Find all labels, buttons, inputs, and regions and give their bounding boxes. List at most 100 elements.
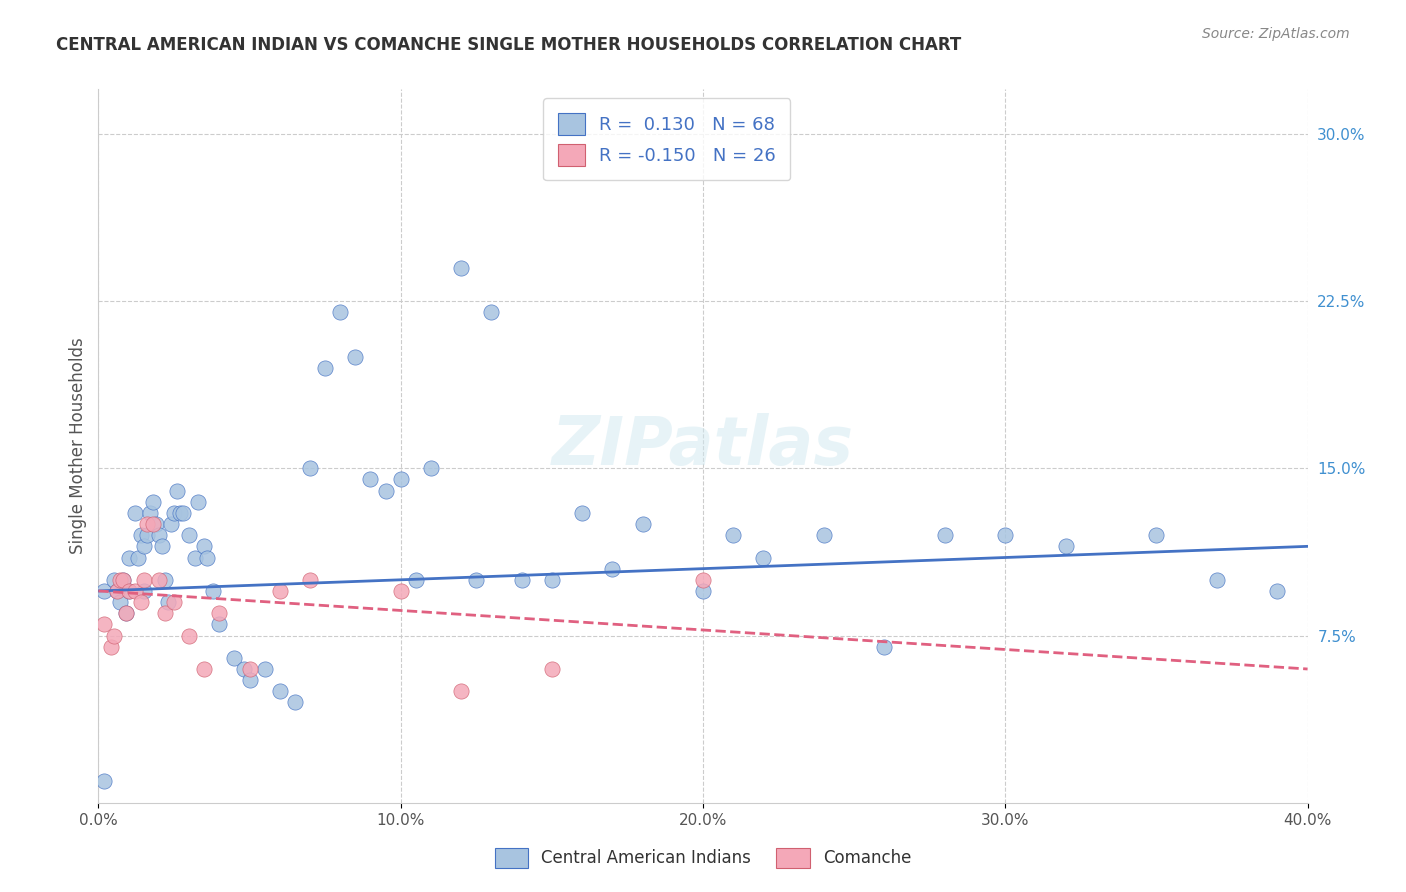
Point: [163, 595, 186, 609]
Point: [135, 528, 157, 542]
Point: [114, 607, 136, 621]
Text: ZIPatlas: ZIPatlas: [553, 413, 853, 479]
Point: [118, 550, 141, 565]
Point: [202, 583, 225, 598]
Text: CENTRAL AMERICAN INDIAN VS COMANCHE SINGLE MOTHER HOUSEHOLDS CORRELATION CHART: CENTRAL AMERICAN INDIAN VS COMANCHE SING…: [56, 36, 962, 54]
Point: [105, 583, 128, 598]
Point: [232, 662, 254, 676]
Point: [389, 473, 412, 487]
Point: [602, 562, 624, 576]
Point: [239, 673, 262, 687]
Point: [540, 662, 562, 676]
Point: [179, 528, 201, 542]
Point: [163, 506, 186, 520]
Point: [111, 573, 134, 587]
Point: [269, 583, 291, 598]
Point: [510, 573, 533, 587]
Point: [269, 684, 291, 698]
Point: [129, 528, 152, 542]
Point: [179, 628, 201, 642]
Point: [224, 651, 246, 665]
Point: [239, 662, 262, 676]
Point: [93, 773, 115, 788]
Y-axis label: Single Mother Households: Single Mother Households: [69, 338, 87, 554]
Point: [540, 573, 562, 587]
Point: [187, 494, 209, 508]
Point: [93, 617, 115, 632]
Point: [184, 550, 207, 565]
Point: [284, 696, 307, 710]
Point: [465, 573, 488, 587]
Point: [208, 607, 231, 621]
Point: [193, 662, 215, 676]
Point: [450, 260, 472, 275]
Point: [873, 640, 896, 654]
Point: [118, 583, 141, 598]
Point: [105, 583, 128, 598]
Point: [571, 506, 593, 520]
Point: [405, 573, 427, 587]
Point: [374, 483, 396, 498]
Point: [329, 305, 352, 319]
Point: [692, 573, 714, 587]
Legend: Central American Indians, Comanche: Central American Indians, Comanche: [488, 841, 918, 875]
Point: [124, 506, 146, 520]
Point: [193, 539, 215, 553]
Point: [723, 528, 745, 542]
Point: [195, 550, 218, 565]
Point: [132, 583, 155, 598]
Point: [344, 350, 367, 364]
Point: [934, 528, 956, 542]
Point: [127, 550, 149, 565]
Point: [752, 550, 775, 565]
Point: [145, 517, 167, 532]
Point: [108, 595, 131, 609]
Point: [156, 595, 179, 609]
Point: [148, 573, 170, 587]
Point: [114, 607, 136, 621]
Point: [132, 573, 155, 587]
Point: [450, 684, 472, 698]
Point: [169, 506, 191, 520]
Point: [100, 640, 122, 654]
Point: [1206, 573, 1229, 587]
Point: [1144, 528, 1167, 542]
Point: [148, 528, 170, 542]
Point: [139, 506, 162, 520]
Point: [129, 595, 152, 609]
Point: [93, 583, 115, 598]
Point: [142, 494, 165, 508]
Point: [692, 583, 714, 598]
Point: [314, 360, 336, 375]
Point: [118, 583, 141, 598]
Point: [142, 517, 165, 532]
Point: [124, 583, 146, 598]
Point: [166, 483, 188, 498]
Point: [103, 573, 125, 587]
Point: [299, 573, 322, 587]
Point: [103, 628, 125, 642]
Point: [108, 573, 131, 587]
Point: [153, 573, 176, 587]
Point: [160, 517, 183, 532]
Point: [132, 539, 155, 553]
Point: [299, 461, 322, 475]
Point: [253, 662, 276, 676]
Point: [420, 461, 443, 475]
Text: Source: ZipAtlas.com: Source: ZipAtlas.com: [1202, 27, 1350, 41]
Point: [360, 473, 382, 487]
Point: [111, 573, 134, 587]
Point: [153, 607, 176, 621]
Point: [994, 528, 1017, 542]
Point: [172, 506, 194, 520]
Point: [389, 583, 412, 598]
Point: [208, 617, 231, 632]
Point: [135, 517, 157, 532]
Point: [481, 305, 503, 319]
Point: [631, 517, 654, 532]
Point: [813, 528, 835, 542]
Point: [150, 539, 173, 553]
Point: [1267, 583, 1289, 598]
Point: [1054, 539, 1077, 553]
Legend: R =  0.130   N = 68, R = -0.150   N = 26: R = 0.130 N = 68, R = -0.150 N = 26: [543, 98, 790, 180]
